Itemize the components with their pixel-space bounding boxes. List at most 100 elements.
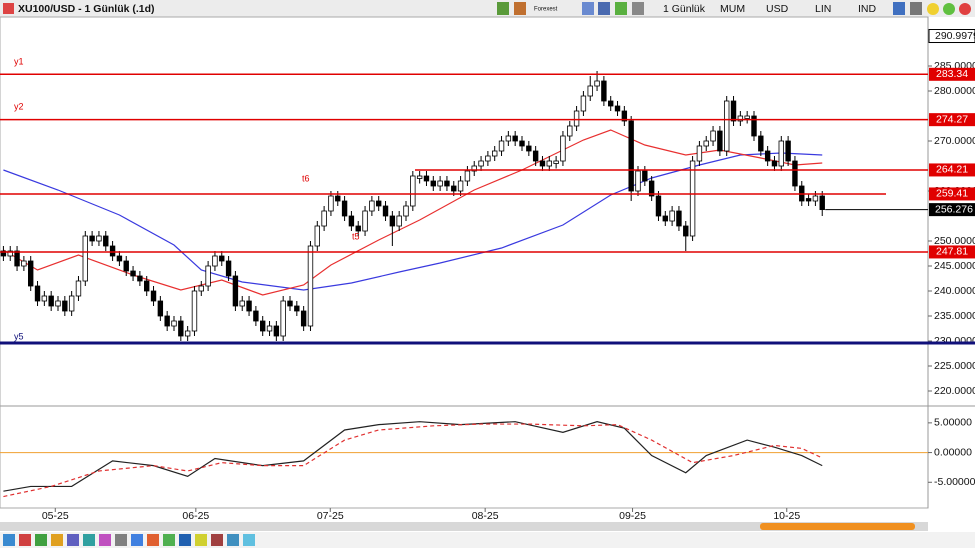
- candle-body: [737, 115, 744, 122]
- tool-icon[interactable]: [893, 2, 905, 15]
- menu-item[interactable]: USD: [766, 3, 789, 15]
- candle-body: [396, 215, 402, 227]
- tool-icon[interactable]: [497, 2, 509, 15]
- candle-body: [601, 80, 607, 102]
- candle-body: [676, 210, 682, 227]
- menu-item[interactable]: IND: [858, 3, 877, 15]
- y-tick-label: 230.0000: [934, 335, 975, 347]
- y-tick-label: 270.0000: [934, 135, 975, 147]
- scrollbar[interactable]: [0, 522, 928, 531]
- annotation: t6: [302, 173, 310, 183]
- tool-icon[interactable]: [598, 2, 610, 15]
- window-title: XU100/USD - 1 Günlük (.1d): [18, 3, 155, 15]
- bottom-icon[interactable]: [115, 534, 127, 546]
- oscillator-line: [3, 421, 823, 492]
- candle-body: [62, 300, 68, 312]
- bottom-icon[interactable]: [147, 534, 159, 546]
- app-icon[interactable]: [3, 3, 14, 14]
- window-button[interactable]: [959, 3, 971, 15]
- scroll-thumb[interactable]: [760, 523, 915, 530]
- candle-body: [444, 180, 450, 187]
- tool-icon[interactable]: [910, 2, 922, 15]
- candle-body: [471, 165, 477, 172]
- x-tick-label: 06-25: [182, 510, 209, 522]
- candle-body: [478, 160, 484, 167]
- candle-body: [451, 185, 457, 192]
- level-label-box: [929, 187, 975, 201]
- bottom-icon[interactable]: [211, 534, 223, 546]
- candle-body: [567, 125, 573, 137]
- tool-icon[interactable]: [632, 2, 644, 15]
- bottom-icon[interactable]: [51, 534, 63, 546]
- candle-body: [184, 330, 191, 337]
- y-tick-label: 280.0000: [934, 85, 975, 97]
- y-tick-label: 240.0000: [934, 285, 975, 297]
- bottom-icon[interactable]: [227, 534, 239, 546]
- last-label: 256.276: [935, 203, 973, 215]
- menu-item[interactable]: MUM: [720, 3, 745, 15]
- level-label-box: [929, 245, 975, 259]
- candle-body: [369, 200, 375, 212]
- candle-body: [485, 155, 491, 162]
- window-button[interactable]: [943, 3, 955, 15]
- candle-body: [171, 320, 177, 327]
- candle-body: [280, 300, 286, 337]
- candle-body: [321, 210, 327, 227]
- candle-body: [403, 205, 409, 217]
- candle-body: [328, 195, 334, 212]
- level-label: 274.27: [936, 113, 968, 125]
- candle-body: [717, 130, 723, 152]
- candle-body: [205, 265, 211, 287]
- candle-body: [41, 295, 48, 302]
- level-label-box: [929, 113, 975, 127]
- candle-body: [573, 110, 580, 127]
- tool-icon[interactable]: [582, 2, 594, 15]
- toolbar: [0, 0, 975, 17]
- candle-body: [273, 325, 280, 337]
- y-tick-label: -5.00000: [934, 476, 975, 488]
- candle-body: [164, 315, 170, 327]
- bottom-icon[interactable]: [3, 534, 15, 546]
- y-tick-label: 225.0000: [934, 360, 975, 372]
- candle-body: [198, 285, 204, 292]
- tool-icon[interactable]: [615, 2, 627, 15]
- high-label-box: [928, 29, 975, 44]
- bottom-icon[interactable]: [163, 534, 175, 546]
- candle-body: [246, 300, 252, 312]
- candle-body: [669, 210, 675, 222]
- window-button[interactable]: [927, 3, 939, 15]
- candle-body: [730, 100, 737, 122]
- candle-body: [21, 260, 27, 267]
- bottom-icon[interactable]: [243, 534, 255, 546]
- candle-body: [82, 235, 88, 282]
- level-name: y5: [14, 331, 24, 341]
- candle-body: [608, 100, 614, 107]
- candle-body: [382, 205, 389, 217]
- candle-body: [819, 195, 825, 211]
- candle-body: [28, 260, 34, 287]
- candle-body: [232, 275, 239, 307]
- candle-body: [260, 320, 266, 332]
- candle-body: [410, 175, 416, 207]
- candle-body: [14, 250, 20, 267]
- tool-icon[interactable]: [514, 2, 526, 15]
- candle-body: [805, 198, 812, 202]
- candle-body: [416, 175, 423, 179]
- menu-item[interactable]: 1 Günlük: [663, 3, 706, 15]
- bottom-icon[interactable]: [19, 534, 31, 546]
- bottom-icon[interactable]: [179, 534, 191, 546]
- bottom-icon[interactable]: [195, 534, 207, 546]
- candle-body: [239, 300, 245, 307]
- candle-body: [532, 150, 539, 162]
- bottom-icon[interactable]: [67, 534, 79, 546]
- candle-body: [464, 170, 471, 182]
- menu-item[interactable]: LIN: [815, 3, 831, 15]
- bottom-icon[interactable]: [131, 534, 143, 546]
- bottom-icon[interactable]: [35, 534, 47, 546]
- bottom-icon[interactable]: [83, 534, 95, 546]
- bottom-icon[interactable]: [99, 534, 111, 546]
- candle-body: [505, 135, 512, 142]
- candle-body: [137, 275, 143, 282]
- candle-body: [553, 160, 559, 164]
